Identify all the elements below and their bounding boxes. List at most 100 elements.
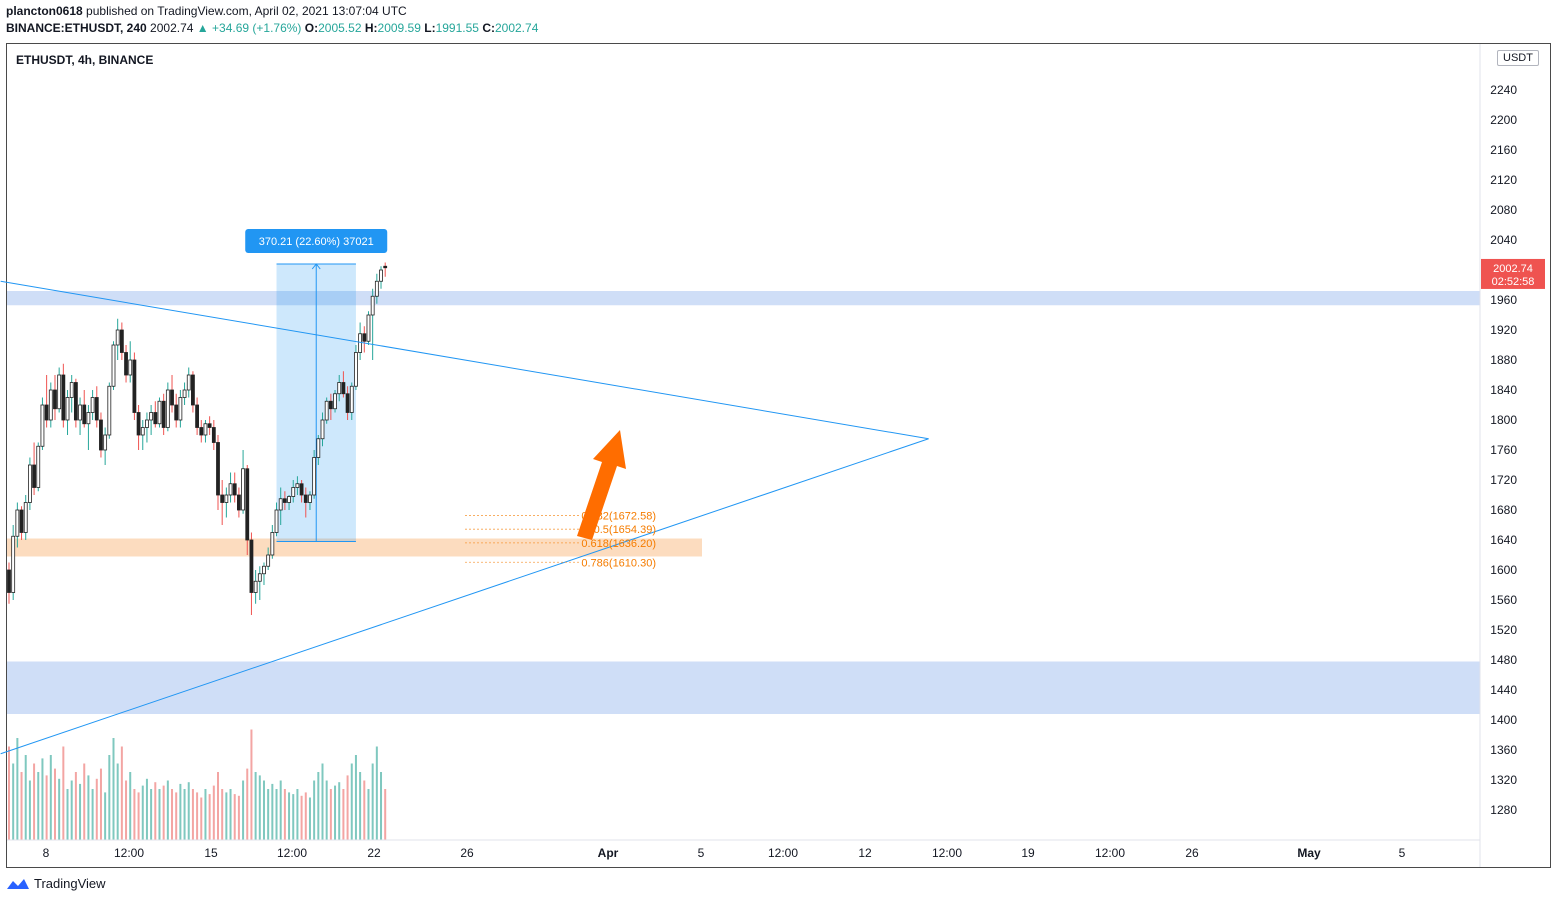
candle-body [90,397,95,413]
open-value: 2005.52 [318,21,362,35]
price-tick-label: 1360 [1490,743,1517,757]
candle-body [136,412,141,436]
volume-bar [233,794,236,840]
volume-bar [254,772,257,840]
time-tick-label: 12:00 [277,846,307,860]
candle-body [182,389,187,398]
volume-bar [91,789,94,840]
volume-bar [329,789,332,840]
volume-bar [354,755,357,840]
up-triangle-icon: ▲ [196,21,209,35]
volume-bar [350,763,353,840]
chart-symbol-label: ETHUSDT, 4h, BINANCE [16,53,154,67]
candle-body [232,483,237,496]
candle-body [111,344,116,387]
symbol-interval: BINANCE:ETHUSDT, 240 [6,21,147,35]
candle-body [186,374,191,391]
chart-frame[interactable] [6,43,1551,868]
measure-label-bg [245,229,388,253]
candle-body [220,494,225,503]
candle-body [69,382,74,398]
candle-body [103,434,108,451]
candle-body [362,333,367,342]
candle-body [157,400,162,425]
volume-bar [200,797,203,840]
candle-body [287,496,291,503]
candle-body [61,374,66,421]
zone-orange-1 [7,538,702,557]
candle-body [349,385,354,413]
volume-bar [208,794,211,840]
volume-bar [87,775,90,840]
volume-bar [375,746,378,840]
close-value: 2002.74 [494,21,539,35]
time-tick-label: 12 [858,846,872,860]
publisher-name[interactable]: plancton0618 [6,4,83,18]
time-axis[interactable]: 8 12:00 15 12:00 22 26 Apr 5 12:00 12 12:00 19 12:00… [43,846,1406,860]
volume-bar [74,772,77,840]
volume-bar [37,772,40,840]
trendline-1 [0,438,929,755]
candle-body [140,427,145,436]
price-tick-label: 1520 [1490,623,1517,637]
measure-layer[interactable]: 370.21 (22.60%) 37021 [245,229,388,542]
volume-bar [204,789,207,840]
candle-body [149,412,154,421]
volume-bar [95,778,98,840]
volume-bar [120,746,123,840]
arrow-layer[interactable] [577,430,626,540]
candle-body [153,412,158,425]
candle-body [27,464,32,503]
candle-body [274,509,279,533]
candle-body [65,397,70,421]
volume-bar [150,789,153,840]
volume-bar [187,782,190,840]
candle-body [119,329,124,353]
price-axis[interactable]: 1280 1320 1360 1400 1440 1480 1520 1560 1600 1640… [7,44,1545,867]
volume-bar [145,778,148,840]
time-tick-label: 5 [698,846,705,860]
quote-header: BINANCE:ETHUSDT, 240 2002.74 ▲ +34.69 (+… [6,21,538,35]
volume-bar [33,763,36,840]
currency-badge[interactable]: USDT [1497,50,1539,66]
footer-brand[interactable]: TradingView [6,876,106,891]
volume-bar [116,763,119,840]
candle-body [370,295,375,316]
volume-bar [53,768,56,840]
volume-bar [104,792,107,840]
volume-bar [175,792,178,840]
last-price: 2002.74 [150,21,194,35]
volume-bar [250,729,253,840]
candle-body [249,539,254,593]
candle-body [207,423,212,428]
candle-body [48,389,53,421]
candle-body [341,382,346,395]
candle-body [241,468,245,511]
price-tick-label: 1400 [1490,713,1517,727]
candle-body [253,580,258,593]
volume-bar [158,789,161,840]
countdown-label: 02:52:58 [1492,276,1535,288]
volume-bar [258,775,261,840]
time-tick-label: 12:00 [1095,846,1125,860]
time-tick-label: 12:00 [768,846,798,860]
volume-bar [384,789,387,840]
time-tick-label: 26 [460,846,474,860]
price-tick-label: 2240 [1490,83,1517,97]
volume-bar [217,772,219,840]
trendlines-layer[interactable] [0,280,929,755]
candle-body [383,265,388,269]
time-tick-label: May [1297,846,1321,860]
candle-body [354,352,358,387]
trendline-0 [0,280,929,440]
candle-body [178,397,183,421]
volume-bar [133,789,136,840]
up-arrow-icon [577,430,626,540]
low-label: L: [424,21,436,35]
volume-bar [99,768,102,840]
volume-bar [196,792,199,840]
price-tick-label: 1840 [1490,383,1517,397]
volume-bar [16,738,19,840]
fib-label: 0.618(1636.20) [581,538,656,550]
